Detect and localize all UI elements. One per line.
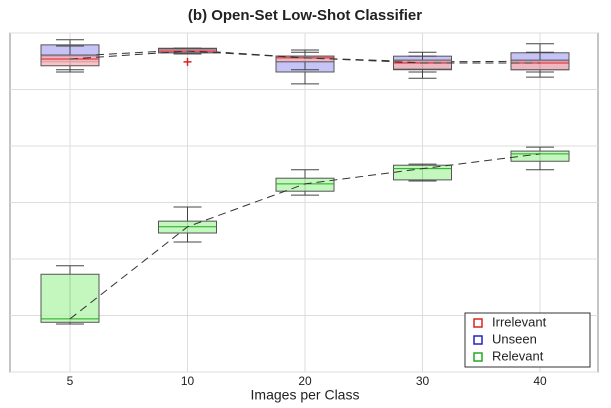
median-trend-line xyxy=(69,153,541,320)
x-tick-label: 30 xyxy=(416,374,430,388)
box xyxy=(275,177,335,192)
marks xyxy=(40,39,570,325)
x-tick-label: 40 xyxy=(533,374,547,388)
grid: 5 10 20 30 40 xyxy=(10,32,598,388)
legend: Irrelevant Unseen Relevant xyxy=(464,312,591,368)
x-tick-label: 10 xyxy=(181,374,195,388)
box xyxy=(393,164,452,181)
median-trend-line xyxy=(69,50,540,64)
chart-title: (b) Open-Set Low-Shot Classifier xyxy=(188,7,422,24)
box xyxy=(393,59,452,70)
legend-swatch xyxy=(473,335,483,345)
legend-label: Unseen xyxy=(492,331,537,346)
x-tick-label: 20 xyxy=(298,374,312,388)
box xyxy=(510,59,570,71)
box xyxy=(40,54,100,67)
box xyxy=(510,150,570,162)
outlier xyxy=(183,57,192,66)
x-tick-label: 5 xyxy=(67,374,74,388)
legend-box xyxy=(464,312,591,368)
x-axis-label: Images per Class xyxy=(251,387,360,403)
legend-swatch xyxy=(473,352,483,362)
legend-label: Irrelevant xyxy=(492,314,547,329)
box xyxy=(40,273,100,323)
legend-label: Relevant xyxy=(492,348,544,363)
legend-swatch xyxy=(473,318,483,328)
